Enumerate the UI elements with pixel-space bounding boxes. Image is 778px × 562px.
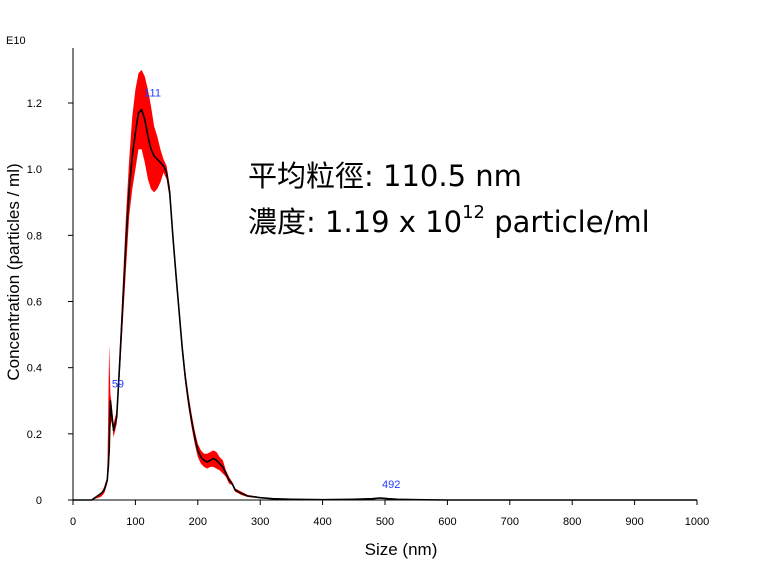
y-exponent-label: E10: [6, 35, 26, 47]
peak-label-layer: 111 59 492: [112, 87, 401, 491]
mean-size-label: 平均粒徑: [248, 159, 365, 193]
tick-layer: 0 100 200 300 400 500 600 700 800 900 1000 0 0.2 0.4 0…: [27, 98, 710, 528]
y-tick-label: 0: [36, 495, 42, 507]
x-tick-label: 900: [625, 516, 643, 528]
x-tick-label: 1000: [685, 516, 709, 528]
x-tick-label: 600: [438, 516, 456, 528]
y-tick-label: 1.2: [27, 98, 42, 110]
peak-label: 492: [382, 479, 400, 491]
y-tick-label: 0.4: [27, 363, 42, 375]
concentration-label: 濃度: [248, 205, 307, 239]
mean-size-value: : 110.5 nm: [364, 159, 522, 193]
y-axis-title: Concentration (particles / ml): [4, 163, 23, 380]
concentration-annotation: 濃度: 1.19 x 1012 particle/ml: [248, 204, 650, 239]
y-tick-label: 1.0: [27, 164, 42, 176]
x-tick-label: 400: [313, 516, 331, 528]
peak-label: 111: [144, 87, 161, 99]
error-band-layer: [73, 69, 697, 501]
y-tick-label: 0.6: [27, 297, 42, 309]
x-axis-title: Size (nm): [365, 540, 438, 559]
peak-label: 59: [112, 378, 124, 390]
x-tick-label: 500: [376, 516, 394, 528]
x-tick-label: 0: [70, 516, 76, 528]
x-tick-label: 200: [189, 516, 207, 528]
x-tick-label: 300: [251, 516, 269, 528]
concentration-unit: particle/ml: [484, 205, 650, 239]
axes: [72, 48, 697, 501]
x-tick-label: 700: [501, 516, 519, 528]
concentration-exponent: 12: [462, 202, 485, 223]
x-tick-label: 100: [126, 516, 144, 528]
y-tick-label: 0.2: [27, 429, 42, 441]
concentration-value-prefix: : 1.19 x 10: [306, 205, 463, 239]
y-tick-label: 0.8: [27, 230, 42, 242]
mean-size-annotation: 平均粒徑: 110.5 nm: [248, 162, 522, 191]
error-band: [73, 69, 697, 501]
x-tick-label: 800: [563, 516, 581, 528]
